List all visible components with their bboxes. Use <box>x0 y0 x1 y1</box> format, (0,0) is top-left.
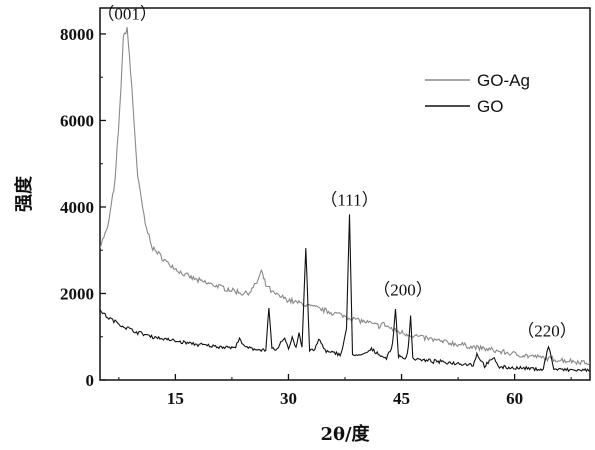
x-axis-ticks: 15 30 45 60 <box>118 374 572 408</box>
x-axis-title: 2θ/度 <box>320 423 370 445</box>
y-tick-label: 6000 <box>60 111 94 130</box>
peak-label: （001） <box>97 4 157 23</box>
series-line-go <box>100 214 590 373</box>
y-tick-label: 8000 <box>60 25 94 44</box>
peak-label: （111） <box>320 190 378 209</box>
x-tick-label: 15 <box>167 389 184 408</box>
peak-label: （220） <box>517 321 577 340</box>
x-tick-label: 60 <box>506 389 523 408</box>
y-tick-label: 4000 <box>60 198 94 217</box>
peak-label: （200） <box>373 280 433 299</box>
peak-annotations: （001） （111） （200） （220） <box>97 4 576 340</box>
series-layer <box>100 27 590 373</box>
legend-label: GO-Ag <box>477 71 530 90</box>
legend-label: GO <box>477 97 503 116</box>
series-line-go-ag <box>100 27 590 366</box>
y-tick-label: 0 <box>86 371 95 390</box>
x-tick-label: 45 <box>393 389 410 408</box>
x-tick-label: 30 <box>280 389 297 408</box>
y-axis-ticks: 0 2000 4000 6000 8000 <box>60 25 106 390</box>
legend: GO-Ag GO <box>425 71 530 116</box>
y-tick-label: 2000 <box>60 284 94 303</box>
y-axis-title: 强度 <box>13 175 35 212</box>
